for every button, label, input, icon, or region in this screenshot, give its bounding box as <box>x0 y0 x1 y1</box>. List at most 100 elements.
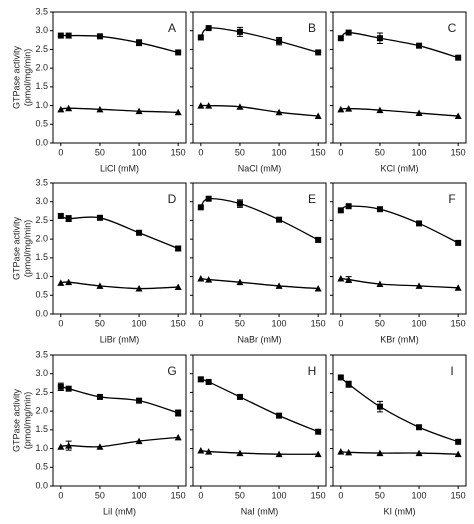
x-tick-label: 100 <box>272 490 287 500</box>
square-point <box>96 33 103 40</box>
y-axis-label: (pmol/mg/min) <box>22 49 32 107</box>
triangle-point <box>236 278 244 286</box>
triangle-point <box>96 443 104 450</box>
triangle-point <box>65 442 73 449</box>
triangle-point <box>345 276 353 283</box>
square-point <box>205 195 212 202</box>
y-tick-label: 0.0 <box>35 137 48 147</box>
fit-line <box>200 27 319 54</box>
fit-line <box>60 386 179 414</box>
square-point <box>376 35 383 42</box>
x-tick-label: 0 <box>198 147 203 157</box>
fit-line <box>340 205 459 244</box>
triangle-point <box>205 448 213 455</box>
x-tick-label: 0 <box>338 318 343 328</box>
square-point <box>236 393 243 400</box>
square-point <box>136 397 143 404</box>
x-tick-label: 0 <box>58 147 63 157</box>
y-tick-label: 2.0 <box>35 406 48 416</box>
triangle-point <box>135 437 143 445</box>
triangle-point <box>197 102 205 109</box>
square-point <box>315 236 322 243</box>
y-tick-label: 0.5 <box>35 119 48 129</box>
triangle-point <box>174 433 182 441</box>
fit-line <box>60 436 179 448</box>
square-point <box>416 424 423 431</box>
plot-frame <box>52 11 187 144</box>
square-point <box>175 410 182 417</box>
triangle-point <box>376 449 384 457</box>
fit-line <box>200 104 319 117</box>
square-point <box>65 385 72 392</box>
square-point <box>57 32 64 39</box>
x-tick-label: 50 <box>235 490 245 500</box>
x-tick-label: 50 <box>95 490 105 500</box>
panel-letter: G <box>167 364 176 378</box>
panel-letter: A <box>168 21 176 35</box>
triangle-point <box>57 279 65 286</box>
square-point <box>337 207 344 214</box>
x-axis-label: NaI (mM) <box>241 506 279 516</box>
triangle-point <box>174 108 182 116</box>
y-axis-label: (pmol/mg/min) <box>22 392 32 450</box>
x-tick-label: 150 <box>451 490 466 500</box>
square-point <box>345 203 352 210</box>
x-tick-label: 0 <box>58 318 63 328</box>
x-tick-label: 150 <box>171 490 186 500</box>
x-tick-label: 50 <box>95 147 105 157</box>
plot-frame <box>192 354 327 487</box>
y-tick-label: 1.5 <box>35 81 48 91</box>
x-axis-label: KBr (mM) <box>380 334 419 344</box>
x-tick-label: 100 <box>272 147 287 157</box>
x-tick-label: 50 <box>95 318 105 328</box>
square-point <box>337 35 344 42</box>
x-tick-label: 100 <box>412 318 427 328</box>
triangle-point <box>415 109 423 117</box>
triangle-point <box>236 449 244 457</box>
x-tick-label: 100 <box>272 318 287 328</box>
square-point <box>236 200 243 207</box>
y-axis-label: GTPase activity <box>11 216 21 280</box>
x-tick-label: 150 <box>311 318 326 328</box>
square-point <box>236 28 243 35</box>
x-tick-label: 50 <box>375 147 385 157</box>
y-tick-label: 1.0 <box>35 271 48 281</box>
triangle-point <box>314 450 322 458</box>
plot-frame <box>332 354 467 487</box>
triangle-point <box>275 108 283 116</box>
fit-line <box>200 449 319 455</box>
y-tick-label: 3.5 <box>35 6 48 16</box>
triangle-point <box>415 282 423 289</box>
y-tick-label: 0.0 <box>35 308 48 318</box>
square-point <box>455 438 462 445</box>
triangle-point <box>454 450 462 458</box>
triangle-point <box>135 285 143 292</box>
fit-line <box>200 277 319 290</box>
square-point <box>455 239 462 246</box>
fit-line <box>200 197 319 241</box>
triangle-point <box>57 443 65 450</box>
panel-letter: H <box>308 364 317 378</box>
x-tick-label: 50 <box>375 318 385 328</box>
x-axis-label: NaCl (mM) <box>238 163 282 173</box>
y-tick-label: 3.5 <box>35 349 48 359</box>
y-axis-label: GTPase activity <box>11 45 21 109</box>
square-point <box>345 29 352 36</box>
square-point <box>65 215 72 222</box>
square-point <box>205 378 212 385</box>
triangle-point <box>65 104 73 112</box>
triangle-point <box>337 274 345 282</box>
x-tick-label: 100 <box>412 147 427 157</box>
square-point <box>416 220 423 227</box>
panel-letter: B <box>308 21 316 35</box>
square-point <box>175 245 182 252</box>
square-point <box>96 393 103 400</box>
panel-letter: D <box>168 192 177 206</box>
y-tick-label: 2.5 <box>35 215 48 225</box>
triangle-point <box>174 283 182 291</box>
plot-frame <box>52 182 187 315</box>
triangle-point <box>454 112 462 120</box>
triangle-point <box>314 285 322 292</box>
triangle-point <box>205 102 213 109</box>
panel-letter: C <box>448 21 457 35</box>
